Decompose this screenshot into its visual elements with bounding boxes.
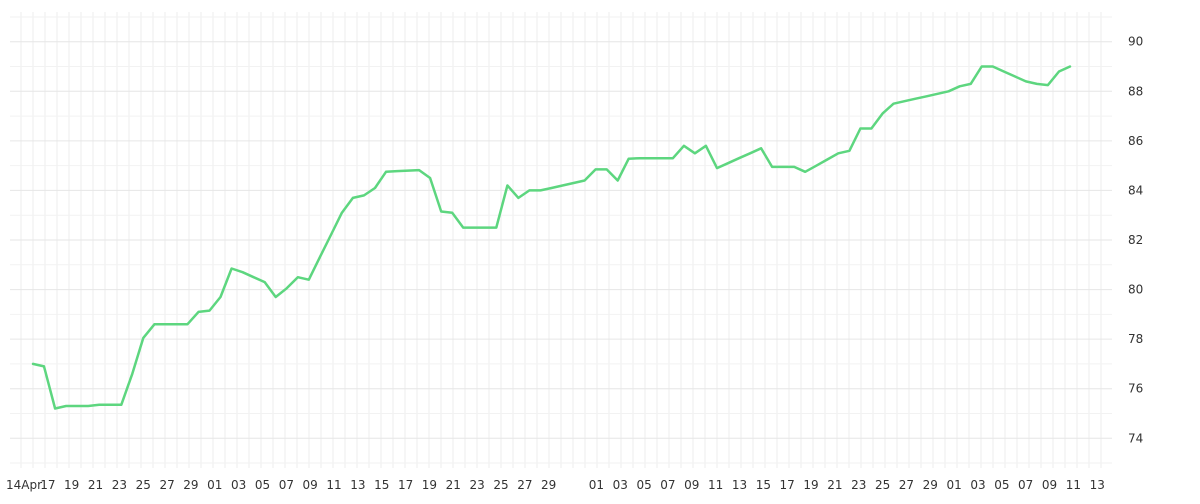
x-tick-label: 13 xyxy=(1090,478,1105,492)
x-tick-label: 27 xyxy=(899,478,914,492)
x-tick-label: 05 xyxy=(994,478,1009,492)
x-tick-label: 07 xyxy=(279,478,294,492)
y-tick-label: 90 xyxy=(1128,35,1143,49)
x-tick-label: 03 xyxy=(231,478,246,492)
x-tick-label: 01 xyxy=(589,478,604,492)
x-tick-label: 09 xyxy=(303,478,318,492)
x-tick-label: 05 xyxy=(636,478,651,492)
x-tick-label: 21 xyxy=(88,478,103,492)
x-tick-label: 07 xyxy=(1018,478,1033,492)
x-tick-label: 14Apr xyxy=(6,478,42,492)
x-tick-label: 09 xyxy=(684,478,699,492)
y-tick-label: 86 xyxy=(1128,134,1143,148)
x-tick-label: 11 xyxy=(326,478,341,492)
x-tick-label: 01 xyxy=(207,478,222,492)
x-tick-label: 23 xyxy=(851,478,866,492)
x-tick-label: 25 xyxy=(136,478,151,492)
x-tick-label: 27 xyxy=(159,478,174,492)
x-tick-label: 29 xyxy=(183,478,198,492)
x-tick-label: 13 xyxy=(350,478,365,492)
x-tick-label: 27 xyxy=(517,478,532,492)
x-tick-label: 09 xyxy=(1042,478,1057,492)
x-tick-label: 15 xyxy=(374,478,389,492)
x-tick-label: 17 xyxy=(780,478,795,492)
x-tick-label: 25 xyxy=(493,478,508,492)
x-tick-label: 25 xyxy=(875,478,890,492)
y-axis: 74 76 78 80 82 84 86 88 90 xyxy=(1128,35,1143,446)
y-tick-label: 78 xyxy=(1128,332,1143,346)
y-tick-label: 80 xyxy=(1128,283,1143,297)
x-tick-label: 07 xyxy=(660,478,675,492)
x-tick-label: 19 xyxy=(803,478,818,492)
series-layer xyxy=(31,65,1072,410)
x-tick-label: 21 xyxy=(827,478,842,492)
x-tick-label: 29 xyxy=(923,478,938,492)
series-line xyxy=(31,65,1072,410)
x-tick-label: 17 xyxy=(40,478,55,492)
x-tick-label: 03 xyxy=(613,478,628,492)
y-tick-label: 82 xyxy=(1128,233,1143,247)
x-tick-label: 19 xyxy=(422,478,437,492)
y-tick-label: 88 xyxy=(1128,84,1143,98)
x-tick-label: 03 xyxy=(970,478,985,492)
x-tick-label: 05 xyxy=(255,478,270,492)
x-tick-label: 21 xyxy=(446,478,461,492)
x-tick-label: 23 xyxy=(470,478,485,492)
x-tick-label: 11 xyxy=(708,478,723,492)
y-tick-label: 74 xyxy=(1128,431,1143,445)
x-tick-label: 23 xyxy=(112,478,127,492)
y-tick-label: 76 xyxy=(1128,382,1143,396)
x-tick-label: 15 xyxy=(756,478,771,492)
x-tick-label: 17 xyxy=(398,478,413,492)
grid-layer xyxy=(10,12,1112,468)
x-tick-label: 13 xyxy=(732,478,747,492)
x-tick-label: 11 xyxy=(1066,478,1081,492)
x-tick-label: 19 xyxy=(64,478,79,492)
x-tick-label: 01 xyxy=(947,478,962,492)
y-tick-label: 84 xyxy=(1128,183,1143,197)
x-tick-label: 29 xyxy=(541,478,556,492)
